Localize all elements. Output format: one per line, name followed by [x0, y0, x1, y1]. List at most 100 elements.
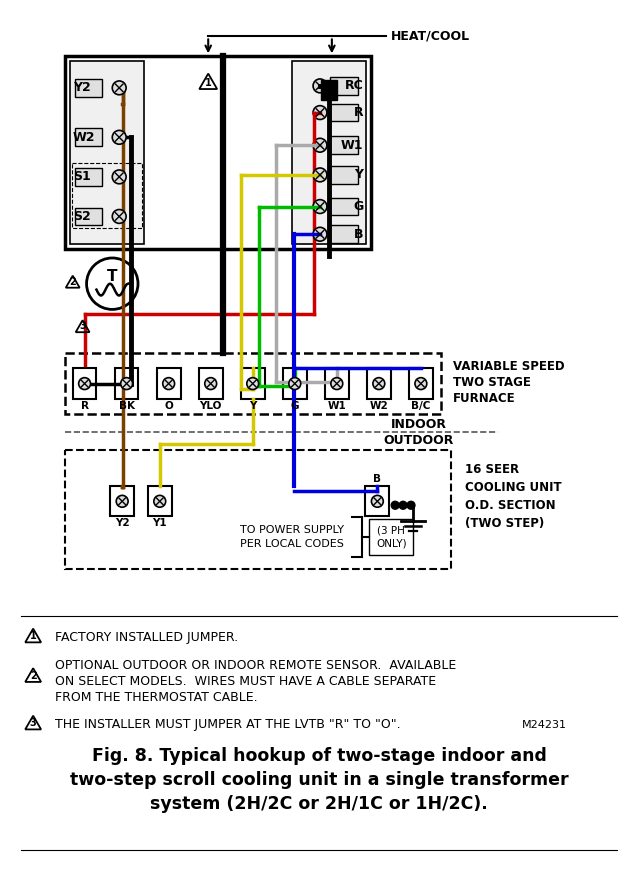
Bar	[292, 61, 366, 244]
Bar	[330, 226, 357, 243]
Circle shape	[112, 170, 126, 184]
Bar	[199, 368, 223, 399]
Text: Y1: Y1	[152, 518, 167, 528]
Text: Fig. 8. Typical hookup of two-stage indoor and: Fig. 8. Typical hookup of two-stage indo…	[92, 747, 546, 766]
Text: COOLING UNIT: COOLING UNIT	[465, 481, 562, 494]
Text: W2: W2	[369, 402, 388, 411]
Bar	[110, 487, 134, 516]
Circle shape	[313, 200, 327, 214]
Bar	[65, 450, 450, 569]
Text: 2: 2	[70, 276, 76, 287]
Circle shape	[116, 495, 128, 507]
Text: two-step scroll cooling unit in a single transformer: two-step scroll cooling unit in a single…	[70, 771, 568, 789]
Bar	[75, 207, 102, 226]
Text: B: B	[373, 474, 382, 485]
Text: VARIABLE SPEED: VARIABLE SPEED	[452, 360, 564, 374]
Text: W1: W1	[341, 139, 364, 151]
Text: S1: S1	[73, 171, 91, 184]
Circle shape	[391, 501, 399, 509]
Text: FROM THE THERMOSTAT CABLE.: FROM THE THERMOSTAT CABLE.	[55, 690, 258, 704]
Text: (3 PH
ONLY): (3 PH ONLY)	[376, 526, 406, 548]
Text: S2: S2	[73, 210, 91, 223]
Circle shape	[112, 130, 126, 144]
Bar	[75, 79, 102, 97]
Text: W2: W2	[73, 130, 95, 144]
Text: O.D. SECTION: O.D. SECTION	[465, 499, 556, 512]
Text: INDOOR: INDOOR	[391, 417, 447, 430]
Text: OUTDOOR: OUTDOOR	[383, 435, 454, 447]
Circle shape	[407, 501, 415, 509]
Text: M24231: M24231	[523, 720, 567, 730]
Bar	[366, 487, 389, 516]
Text: Y2: Y2	[73, 81, 91, 94]
Text: FACTORY INSTALLED JUMPER.: FACTORY INSTALLED JUMPER.	[55, 631, 238, 644]
Text: RC: RC	[345, 80, 364, 93]
Circle shape	[289, 378, 300, 389]
Text: BK: BK	[119, 402, 135, 411]
Text: O: O	[164, 402, 173, 411]
Bar	[71, 163, 142, 228]
Text: 1: 1	[205, 78, 212, 88]
Circle shape	[78, 378, 91, 389]
Text: G: G	[290, 402, 299, 411]
Text: B/C: B/C	[411, 402, 431, 411]
Text: OPTIONAL OUTDOOR OR INDOOR REMOTE SENSOR.  AVAILABLE: OPTIONAL OUTDOOR OR INDOOR REMOTE SENSOR…	[55, 659, 456, 672]
Text: W1: W1	[327, 402, 346, 411]
Bar	[75, 168, 102, 186]
Circle shape	[163, 378, 175, 389]
Circle shape	[313, 79, 327, 93]
Bar	[330, 77, 357, 94]
Text: T: T	[107, 270, 117, 284]
Text: system (2H/2C or 2H/1C or 1H/2C).: system (2H/2C or 2H/1C or 1H/2C).	[150, 795, 488, 813]
Text: 16 SEER: 16 SEER	[465, 463, 519, 476]
Text: Y: Y	[249, 402, 256, 411]
Circle shape	[112, 209, 126, 223]
Circle shape	[313, 228, 327, 242]
Text: 3: 3	[79, 321, 86, 332]
Bar	[409, 368, 433, 399]
Bar	[369, 519, 413, 555]
Text: FURNACE: FURNACE	[452, 392, 515, 405]
Bar	[157, 368, 181, 399]
Bar	[70, 61, 144, 244]
Text: G: G	[353, 200, 364, 213]
Bar	[330, 198, 357, 215]
Bar	[367, 368, 390, 399]
Bar	[330, 166, 357, 184]
Text: THE INSTALLER MUST JUMPER AT THE LVTB "R" TO "O".: THE INSTALLER MUST JUMPER AT THE LVTB "R…	[55, 718, 401, 732]
Text: ON SELECT MODELS.  WIRES MUST HAVE A CABLE SEPARATE: ON SELECT MODELS. WIRES MUST HAVE A CABL…	[55, 675, 436, 688]
Bar	[325, 368, 349, 399]
Text: TO POWER SUPPLY
PER LOCAL CODES: TO POWER SUPPLY PER LOCAL CODES	[240, 525, 344, 549]
Text: B: B	[354, 228, 364, 241]
Circle shape	[415, 378, 427, 389]
Text: 2: 2	[30, 671, 36, 681]
Circle shape	[313, 168, 327, 182]
Bar	[75, 129, 102, 146]
Bar	[65, 56, 371, 249]
Circle shape	[87, 258, 138, 310]
Text: Y2: Y2	[115, 518, 130, 528]
Circle shape	[121, 378, 133, 389]
Bar	[148, 487, 172, 516]
Circle shape	[112, 80, 126, 94]
Text: Y: Y	[355, 168, 364, 181]
Bar	[65, 353, 441, 414]
Text: 1: 1	[30, 632, 36, 641]
Text: R: R	[80, 402, 89, 411]
Circle shape	[313, 138, 327, 152]
Circle shape	[313, 106, 327, 120]
Text: YLO: YLO	[200, 402, 222, 411]
Bar	[330, 103, 357, 122]
Text: HEAT/COOL: HEAT/COOL	[391, 30, 470, 43]
Text: (TWO STEP): (TWO STEP)	[465, 516, 545, 529]
Text: 3: 3	[30, 718, 36, 728]
Bar	[321, 80, 337, 100]
Text: TWO STAGE: TWO STAGE	[452, 376, 530, 389]
Bar	[115, 368, 138, 399]
Bar	[283, 368, 307, 399]
Circle shape	[247, 378, 258, 389]
Circle shape	[331, 378, 343, 389]
Circle shape	[399, 501, 407, 509]
Circle shape	[371, 495, 383, 507]
Circle shape	[373, 378, 385, 389]
